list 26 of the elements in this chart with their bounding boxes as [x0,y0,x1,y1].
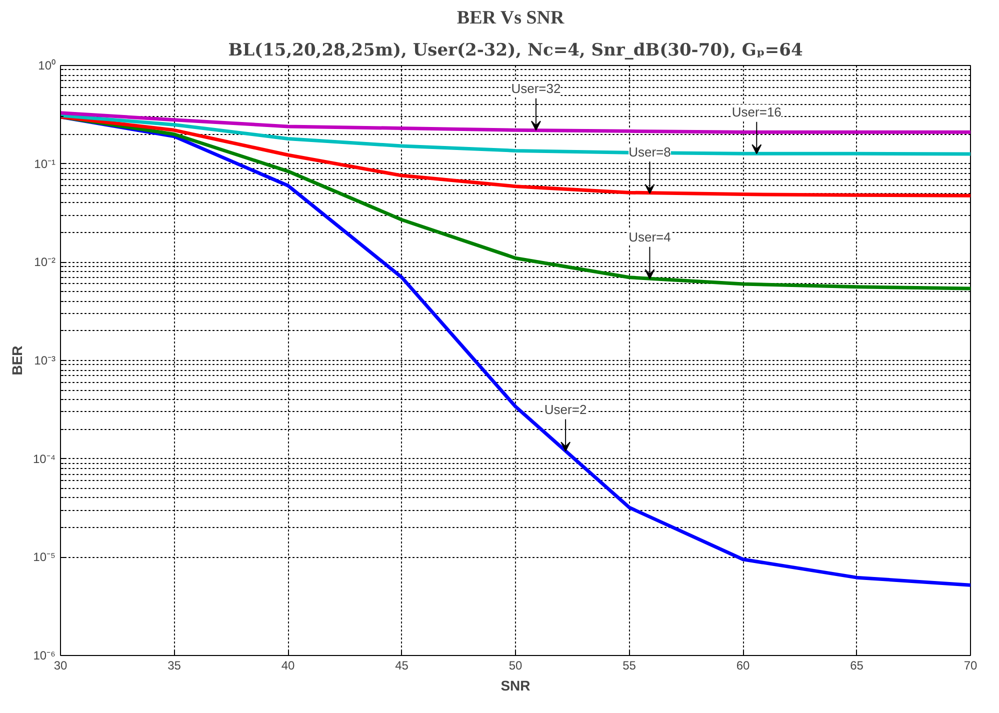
y-tick-label: 10⁻⁵ [33,550,56,564]
annotation: User=32 [511,81,561,96]
y-tick-label: 10⁻³ [34,354,56,368]
chart-title: BER Vs SNR [456,8,565,28]
y-tick-label: 10⁻⁴ [32,452,56,466]
x-tick-label: 50 [508,658,522,672]
x-tick-label: 60 [736,658,750,672]
y-tick-label: 10⁰ [38,58,56,72]
annotation: User=4 [628,230,671,245]
y-tick-label: 10⁻⁶ [33,648,56,662]
x-tick-label: 35 [168,658,182,672]
x-tick-label: 55 [622,658,636,672]
x-tick-label: 40 [281,658,295,672]
x-tick-label: 70 [964,658,978,672]
y-tick-label: 10⁻¹ [34,156,56,171]
chart-subtitle: BL(15,20,28,25m), User(2-32), Nc=4, Snr_dB(30-70), Gₚ=64 [228,40,803,60]
annotation: User=2 [544,402,587,418]
annotation: User=8 [628,144,671,160]
y-tick-label: 10⁻² [34,255,56,270]
annotation: User=16 [732,104,782,120]
x-tick-label: 30 [54,658,68,672]
y-axis-title: BER [8,346,25,376]
x-tick-label: 65 [850,658,864,672]
x-tick-label: 45 [395,658,409,672]
line-series [60,115,970,198]
x-axis-title: SNR [500,678,530,694]
